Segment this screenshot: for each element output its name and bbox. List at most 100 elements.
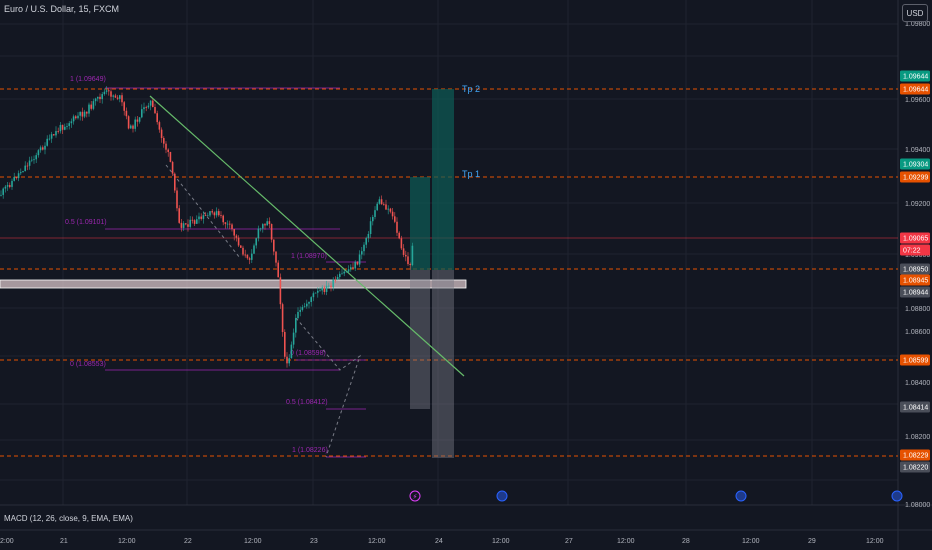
macd-indicator-label[interactable]: MACD (12, 26, close, 9, EMA, EMA) [4,514,133,523]
price-badge [900,232,930,244]
candle-body [46,138,48,146]
candle-body [158,122,161,130]
candle-body [396,221,398,233]
candle-body [59,124,62,132]
candle-body [105,90,108,92]
candle-body [295,318,297,333]
candle-body [237,237,240,246]
candle-body [240,245,242,248]
candle-body [92,101,95,109]
candle-body [145,107,147,109]
fib-left-label-0: 0 (1.08553) [70,361,106,368]
long-position-tp2-box[interactable] [432,89,454,270]
candle-body [389,208,392,212]
candle-body [57,131,59,132]
candle-body [347,269,350,272]
time-tick: 12:00 [742,538,760,545]
candle-body [35,155,37,160]
fib-left-label-1: 1 (1.09649) [70,76,106,83]
price-badge-text: 1.08229 [903,453,928,460]
candle-body [174,173,176,191]
candle-body [343,271,345,274]
price-badge [900,83,930,95]
time-axis[interactable]: 2:00 21 12:00 22 12:00 23 12:00 24 12:00… [0,538,884,545]
candle-body [64,126,66,130]
candle-body [354,261,356,269]
downtrend-line[interactable] [149,95,465,377]
price-badge-text: 1.08945 [903,278,928,285]
candle-body [266,221,268,226]
candle-body [407,256,409,265]
candle-body [116,97,119,99]
candle-body [132,125,134,129]
price-badge [900,401,930,413]
candle-body [257,228,260,239]
currency-button[interactable]: USD [902,4,928,22]
candle-body [380,199,383,205]
price-tick: 1.09600 [905,97,930,104]
candle-body [130,125,132,129]
long-position-stop-box-2[interactable] [432,270,454,458]
candle-body [411,245,414,266]
price-badge [900,354,930,366]
candle-body [255,238,257,246]
candle-body [26,165,29,167]
candle-body [279,277,282,305]
candle-body [365,238,367,245]
candle-body [22,171,24,173]
event-icon[interactable] [891,490,903,502]
candle-body [281,304,284,333]
candle-body [86,111,88,114]
price-badge [900,70,930,82]
candle-body [312,293,315,298]
candle-body [0,194,2,196]
candle-body [218,211,220,216]
fib-right-label-05: 0.5 (1.08412) [286,399,328,406]
candle-body [284,332,286,357]
price-tick: 1.08400 [905,380,930,387]
candle-body [136,119,139,122]
time-tick: 24 [435,538,443,545]
candle-body [270,224,273,240]
event-icon[interactable] [735,490,747,502]
candle-body [103,91,106,95]
event-icon[interactable] [496,490,508,502]
fib-left[interactable] [105,87,340,371]
candle-body [20,172,22,174]
symbol-title[interactable]: Euro / U.S. Dollar, 15, FXCM [4,4,120,14]
price-badge-text: 1.09644 [903,87,928,94]
support-zone[interactable] [0,279,467,289]
candle-body [39,147,42,151]
candle-body [251,253,253,260]
candle-body [182,223,185,228]
candle-body [330,285,332,288]
candle-body [110,91,112,97]
time-tick: 27 [565,538,573,545]
candle-body [297,311,299,319]
price-badges: 1.09644 1.09644 1.09304 1.09299 1.09065 07:22… [900,70,930,473]
candle-body [156,113,158,123]
price-badge-text: 07:22 [903,248,921,255]
candle-body [50,134,53,139]
candle-body [149,100,152,106]
candle-body [352,267,354,269]
candle-body [134,119,136,129]
price-badge [900,263,930,275]
candle-body [207,215,209,217]
candle-body [361,251,363,255]
candle-body [339,273,341,277]
time-tick: 21 [60,538,68,545]
candle-body [123,102,125,111]
long-position-tp1-box[interactable] [410,177,430,270]
long-position-stop-box[interactable] [410,270,430,409]
lightning-icon[interactable] [409,490,421,502]
candle-body [299,309,301,312]
candle-body [141,109,143,118]
candle-body [6,185,9,187]
price-badge-text: 1.08944 [903,290,928,297]
candle-body [341,273,343,275]
candle-body [244,254,246,256]
candle-body [163,138,165,144]
price-badge-text: 1.08414 [903,405,928,412]
